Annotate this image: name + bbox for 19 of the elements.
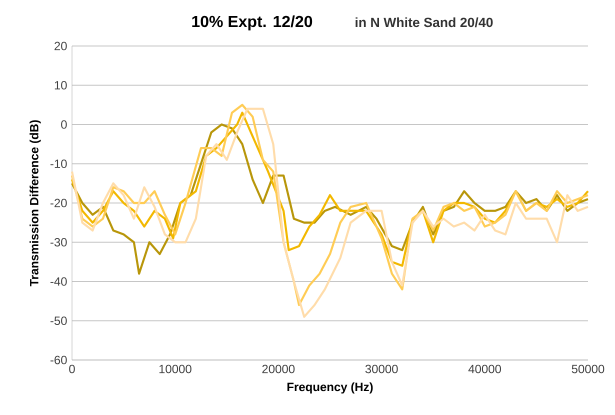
y-axis-title: Transmission Difference (dB) <box>30 120 41 286</box>
y-tick-label: -30 <box>50 238 67 247</box>
y-tick-label: -20 <box>50 198 67 208</box>
y-tick-label: -40 <box>50 277 67 286</box>
x-axis-title: Frequency (Hz) <box>287 382 373 394</box>
chart-subtitle: in N White Sand 20/40 <box>356 17 493 28</box>
chart-title: 10% Expt. 12/20 <box>192 15 312 30</box>
x-tick-label: 10000 <box>159 364 192 374</box>
x-tick-label: 50000 <box>572 364 604 374</box>
x-tick-label: 30000 <box>365 364 398 374</box>
y-tick-label: -60 <box>50 356 67 364</box>
x-tick-label: 0 <box>69 364 75 374</box>
y-tick-label: 10 <box>54 81 67 90</box>
y-tick-label: 20 <box>54 42 67 50</box>
y-tick-label: 0 <box>61 120 67 129</box>
x-tick-label: 40000 <box>468 364 502 374</box>
x-tick-label: 20000 <box>262 364 295 374</box>
y-tick-label: -50 <box>50 316 67 326</box>
y-tick-label: -10 <box>50 160 67 168</box>
